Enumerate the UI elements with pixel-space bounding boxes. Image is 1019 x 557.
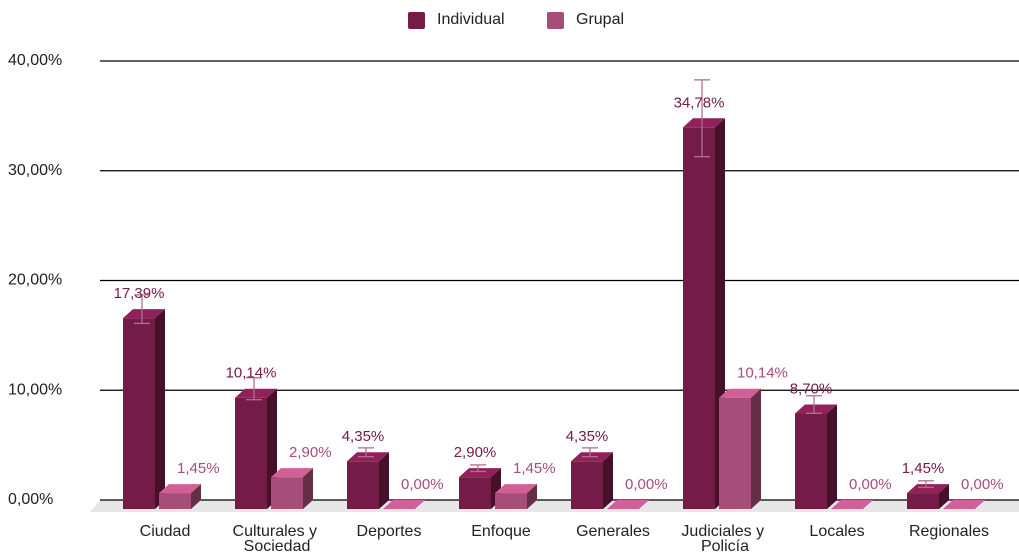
bar	[607, 500, 649, 509]
x-tick-label: Deportes	[357, 523, 422, 540]
bar-front	[719, 397, 751, 509]
bar	[719, 388, 761, 509]
x-tick-label: Judiciales y Policía	[681, 523, 768, 555]
value-label: 2,90%	[454, 444, 497, 461]
bar-top	[383, 500, 425, 509]
bar-top	[607, 500, 649, 509]
bar-side	[603, 452, 613, 509]
bar	[383, 500, 425, 509]
error-bar	[694, 79, 710, 158]
x-tick-label: Ciudad	[140, 523, 191, 540]
value-label: 34,78%	[674, 94, 725, 111]
x-tick-label: Culturales y Sociedad	[233, 523, 322, 555]
value-label: 10,14%	[737, 365, 788, 382]
bar-side	[527, 484, 537, 509]
bar	[795, 404, 837, 509]
bar-top	[235, 388, 277, 398]
bar	[943, 500, 985, 509]
bar	[459, 468, 501, 509]
bar-top	[459, 468, 501, 478]
bar	[907, 484, 949, 509]
bar	[347, 452, 389, 509]
value-label: 0,00%	[401, 476, 444, 493]
y-tick-label: 20,00%	[8, 272, 62, 289]
value-label: 1,45%	[902, 460, 945, 477]
bar	[159, 484, 201, 509]
floor	[90, 500, 1019, 512]
bar	[271, 468, 313, 509]
bar-side	[751, 388, 761, 509]
y-tick-label: 30,00%	[8, 162, 62, 179]
bar-front	[459, 477, 491, 509]
legend-swatch	[408, 12, 425, 29]
bar-front	[235, 397, 267, 509]
bar-top	[831, 500, 873, 509]
bar-front	[795, 413, 827, 509]
value-label: 0,00%	[625, 476, 668, 493]
bar-side	[191, 484, 201, 509]
bar-top	[795, 404, 837, 414]
error-bar	[358, 447, 374, 458]
bar-top	[271, 468, 313, 478]
bar-front	[159, 493, 191, 509]
bar-top	[123, 309, 165, 319]
y-tick-label: 0,00%	[8, 491, 53, 508]
legend-label: Grupal	[576, 11, 624, 28]
x-tick-label: Locales	[809, 523, 864, 540]
error-bar	[582, 447, 598, 458]
error-bar	[470, 464, 486, 473]
bar-top	[907, 484, 949, 494]
bar-side	[155, 309, 165, 509]
legend-swatch	[547, 12, 564, 29]
value-label: 1,45%	[177, 460, 220, 477]
value-label: 0,00%	[961, 476, 1004, 493]
error-bar	[134, 294, 150, 325]
value-label: 10,14%	[226, 365, 277, 382]
x-tick-label: Regionales	[909, 523, 989, 540]
bar-front	[683, 127, 715, 510]
y-tick-label: 10,00%	[8, 381, 62, 398]
bar-top	[719, 388, 761, 398]
bar-front	[571, 461, 603, 509]
error-bar	[918, 480, 934, 489]
error-bar	[246, 377, 262, 401]
bar	[683, 118, 725, 510]
value-label: 4,35%	[342, 428, 385, 445]
y-tick-label: 40,00%	[8, 52, 62, 69]
bar-front	[907, 493, 939, 509]
value-label: 1,45%	[513, 460, 556, 477]
bar-top	[495, 484, 537, 494]
bar-front	[347, 461, 379, 509]
bar-side	[827, 404, 837, 509]
bar-side	[303, 468, 313, 509]
bar	[571, 452, 613, 509]
bar-side	[939, 484, 949, 509]
x-tick-label: Generales	[576, 523, 650, 540]
bar-side	[379, 452, 389, 509]
bar-top	[943, 500, 985, 509]
bar-top	[683, 118, 725, 128]
legend-label: Individual	[437, 11, 505, 28]
value-label: 4,35%	[566, 428, 609, 445]
value-label: 2,90%	[289, 444, 332, 461]
value-label: 17,39%	[114, 285, 165, 302]
bar-front	[123, 318, 155, 509]
bar-front	[495, 493, 527, 509]
bar	[123, 309, 165, 509]
bar-top	[159, 484, 201, 494]
value-label: 8,70%	[790, 380, 833, 397]
bar	[495, 484, 537, 509]
bar-front	[271, 477, 303, 509]
error-bar	[806, 395, 822, 414]
x-tick-label: Enfoque	[471, 523, 531, 540]
bar	[831, 500, 873, 509]
bar	[235, 388, 277, 509]
value-label: 0,00%	[849, 476, 892, 493]
